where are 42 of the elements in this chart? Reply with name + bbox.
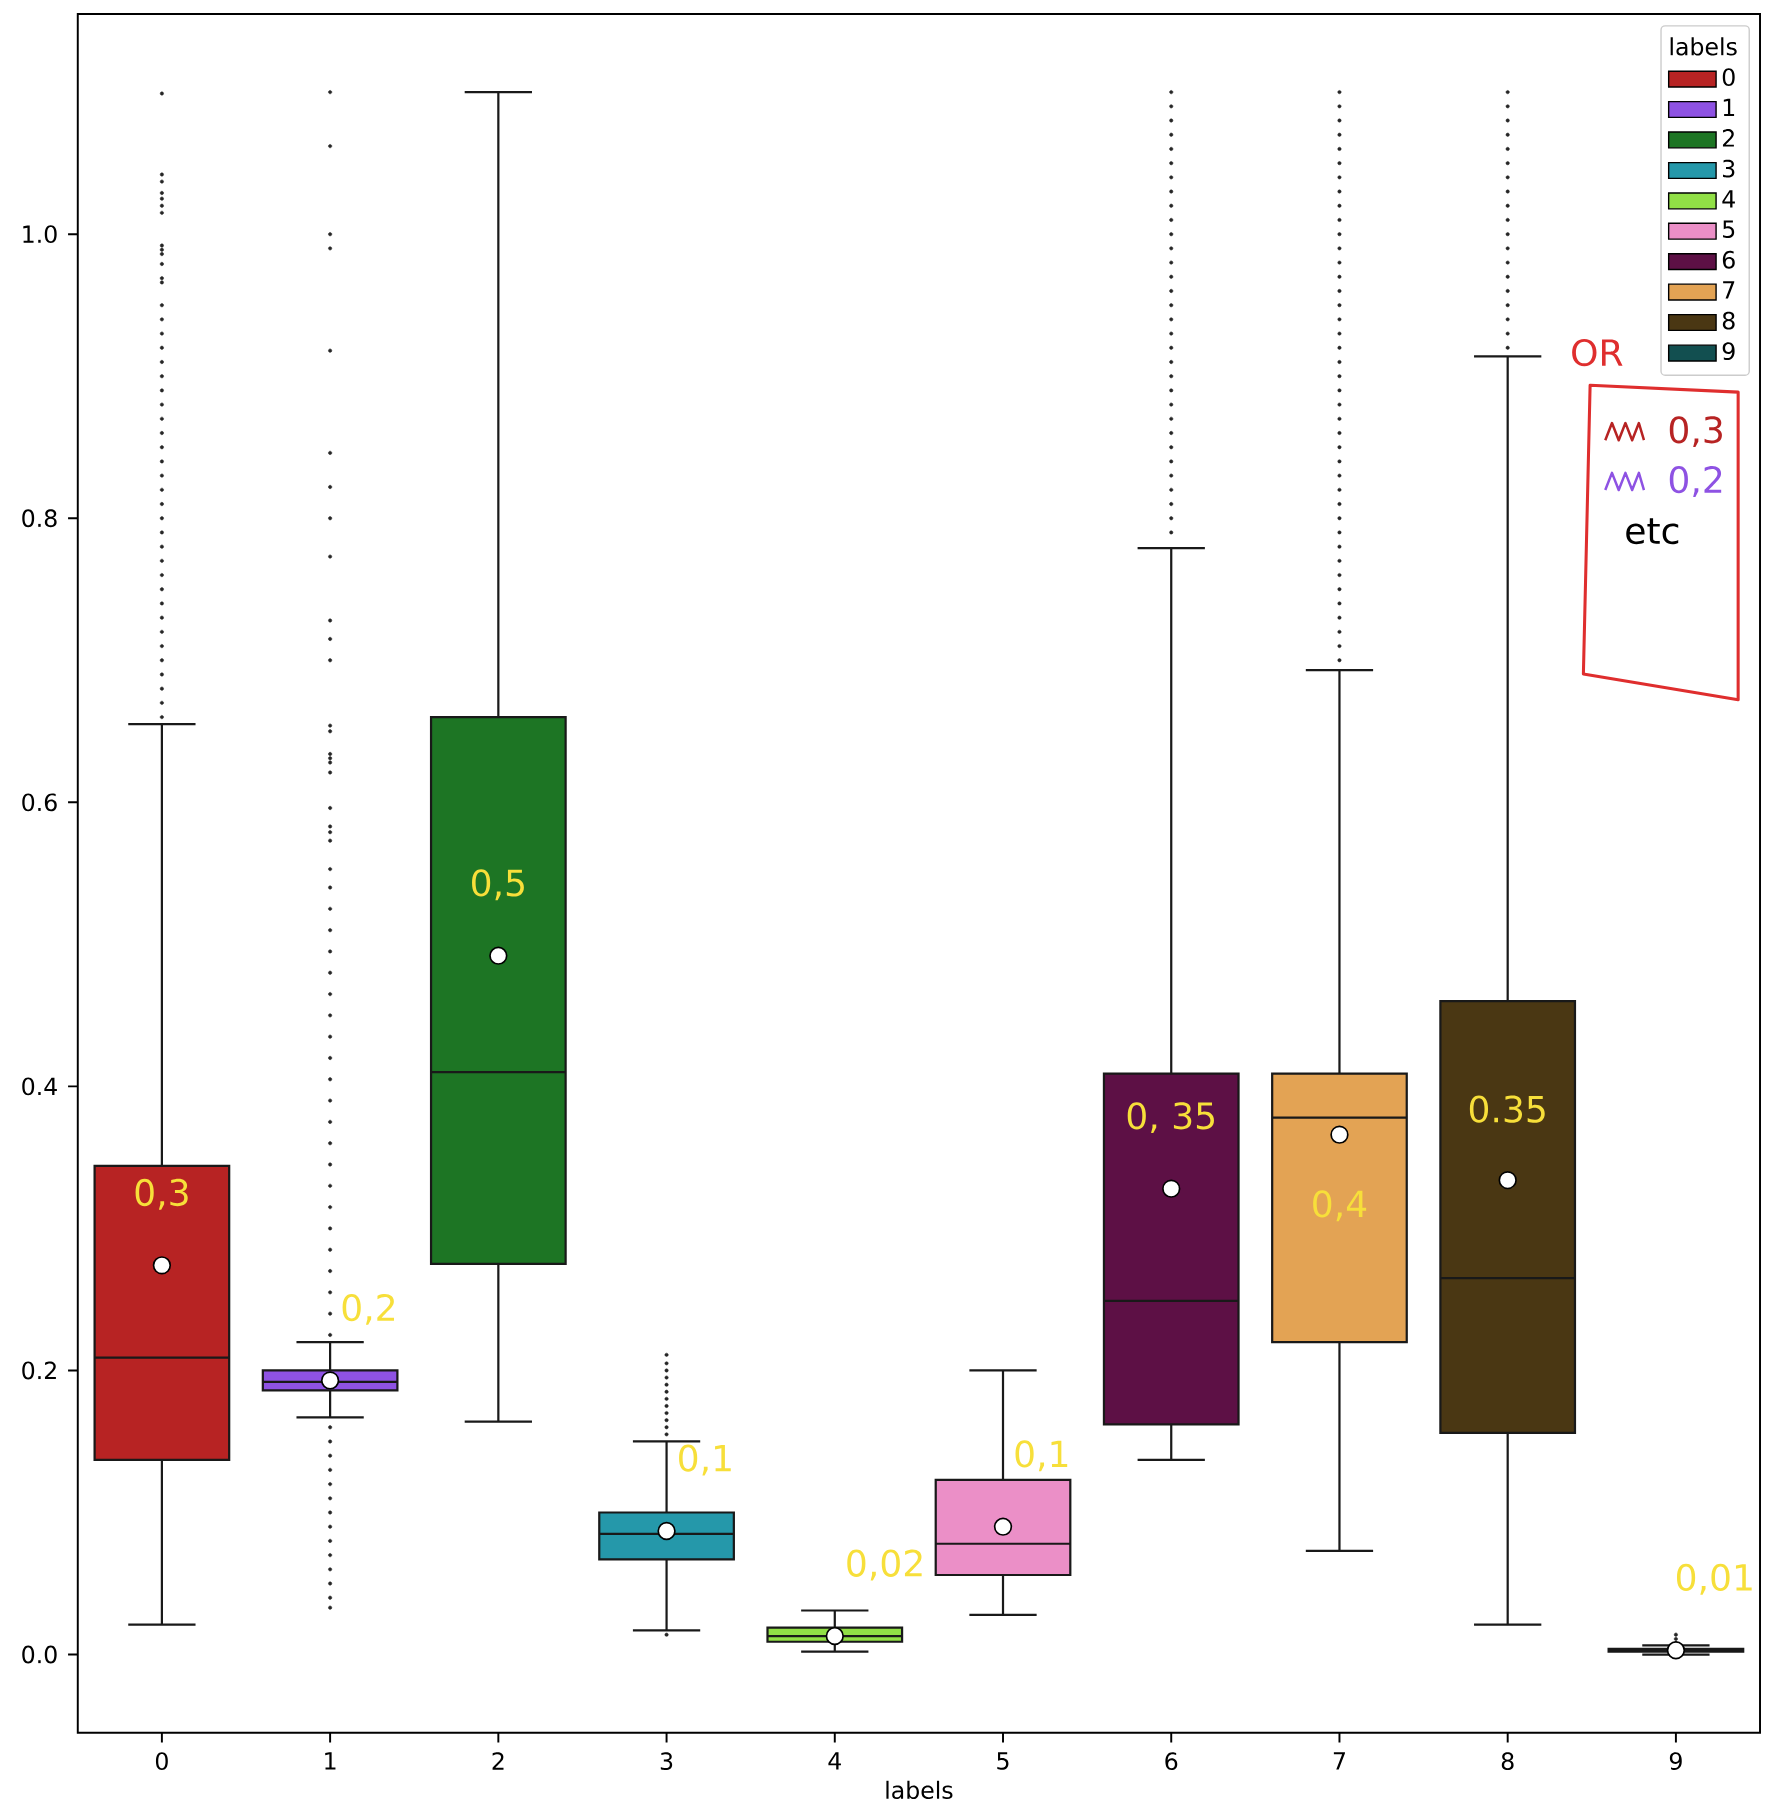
y-tick-label: 0.8: [22, 509, 57, 528]
legend-label: 5: [1723, 220, 1735, 239]
x-tick-label: 6: [1165, 1752, 1178, 1771]
legend-label: 6: [1722, 250, 1735, 269]
legend-label: 4: [1722, 190, 1735, 208]
x-tick-label: 7: [1333, 1752, 1345, 1770]
y-tick-label: 0.0: [22, 1645, 57, 1664]
x-tick-label: 3: [660, 1752, 673, 1771]
legend-label: 9: [1722, 342, 1735, 361]
annotation: OR: [1572, 338, 1623, 367]
x-tick-label: 1: [325, 1752, 336, 1770]
legend-label: 0: [1722, 68, 1735, 87]
annotation: 0.35: [1469, 1095, 1545, 1123]
annotation: 0,2: [342, 1293, 394, 1325]
y-tick-label: 0.6: [22, 793, 57, 812]
annotation: 0,4: [1313, 1190, 1367, 1222]
annotation: 0,1: [1015, 1440, 1068, 1472]
x-tick-label: 8: [1501, 1752, 1514, 1771]
annotation: 0,1: [679, 1444, 731, 1476]
annotation: 0,2: [1669, 465, 1722, 497]
x-axis-title: labels: [886, 1780, 953, 1800]
annotation: etc: [1626, 518, 1679, 545]
x-tick-label: 0: [155, 1752, 168, 1771]
legend-title: labels: [1670, 37, 1737, 56]
annotation: 0, 35: [1127, 1102, 1214, 1134]
x-tick-label: 5: [997, 1752, 1009, 1770]
x-tick-label: 9: [1669, 1752, 1682, 1771]
annotation: 0,3: [135, 1178, 188, 1210]
annotation: 0,3: [1669, 416, 1722, 448]
legend-label: 8: [1722, 311, 1735, 330]
legend-label: 3: [1723, 159, 1735, 178]
legend-label: 2: [1722, 129, 1734, 147]
annotation: 0,5: [472, 869, 524, 901]
x-tick-label: 4: [828, 1752, 841, 1770]
x-tick-label: 2: [492, 1752, 504, 1770]
y-tick-label: 0.2: [22, 1361, 56, 1380]
annotation: 0,01: [1676, 1563, 1752, 1595]
legend-label: 1: [1723, 98, 1735, 117]
annotation: 0,02: [847, 1549, 922, 1581]
y-tick-label: 0.4: [22, 1077, 57, 1096]
legend-label: 7: [1723, 281, 1735, 299]
y-tick-label: 1.0: [23, 225, 57, 244]
